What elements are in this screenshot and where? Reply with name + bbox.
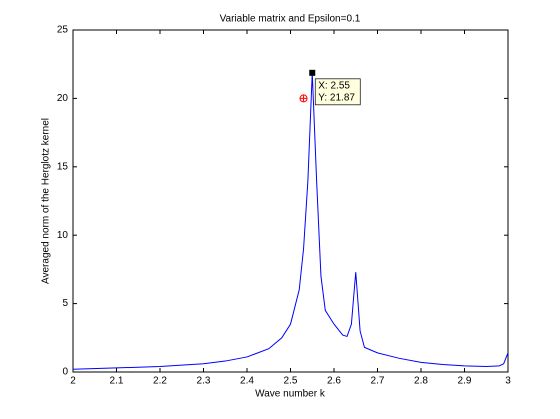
plot-area bbox=[72, 29, 509, 373]
x-tick-label: 2.7 bbox=[371, 376, 385, 387]
x-tick-label: 2.5 bbox=[284, 376, 298, 387]
chart-title: Variable matrix and Epsilon=0.1 bbox=[220, 14, 361, 25]
y-tick-label: 20 bbox=[57, 93, 69, 104]
x-tick-label: 2.9 bbox=[458, 376, 472, 387]
y-tick-label: 15 bbox=[57, 161, 69, 172]
datatip-label: X: 2.55 bbox=[318, 80, 350, 91]
x-tick-label: 2.4 bbox=[240, 376, 254, 387]
point-cross bbox=[300, 95, 307, 102]
x-tick-label: 2.1 bbox=[110, 376, 124, 387]
y-tick-label: 10 bbox=[57, 230, 69, 241]
x-tick-label: 3 bbox=[505, 376, 511, 387]
datatip-box bbox=[314, 78, 361, 106]
line bbox=[72, 72, 509, 370]
x-tick-label: 2.2 bbox=[153, 376, 167, 387]
x-tick-label: 2.8 bbox=[414, 376, 428, 387]
y-axis-label: Averaged norm of the Herglotz kernel bbox=[41, 118, 52, 284]
x-tick-label: 2.3 bbox=[197, 376, 211, 387]
y-tick-label: 5 bbox=[62, 298, 68, 309]
y-tick-label: 0 bbox=[62, 367, 68, 378]
x-tick-label: 2 bbox=[70, 376, 76, 387]
x-tick-label: 2.6 bbox=[327, 376, 341, 387]
point-marker bbox=[299, 94, 308, 103]
datatip-marker bbox=[309, 69, 316, 76]
datatip-label: Y: 21.87 bbox=[318, 92, 355, 103]
x-axis-label: Wave number k bbox=[255, 389, 326, 400]
y-tick-label: 25 bbox=[57, 25, 69, 36]
